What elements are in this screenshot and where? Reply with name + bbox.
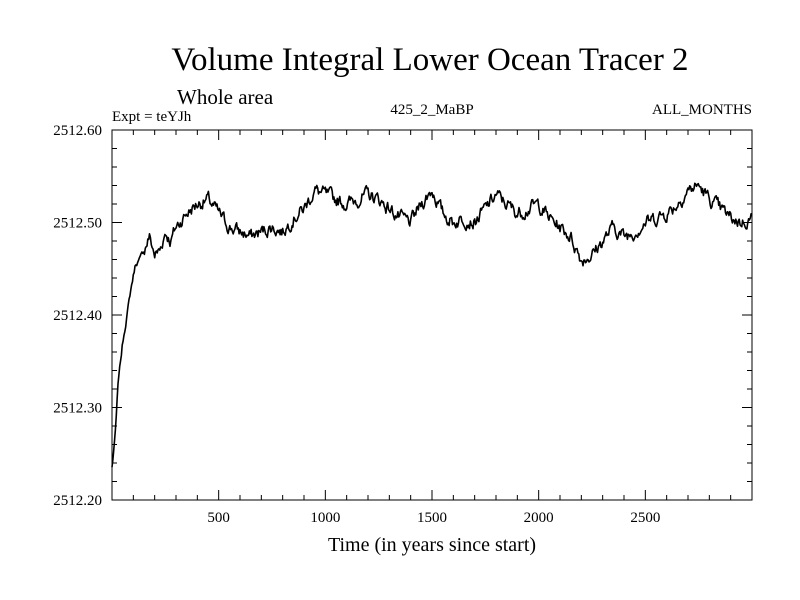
x-tick-label: 2000 (524, 510, 554, 526)
y-tick-labels: 2512.20 2512.30 2512.40 2512.50 2512.60 (53, 123, 102, 509)
x-tick-label: 500 (207, 510, 230, 526)
plot-frame (111, 129, 753, 501)
y-tick-label: 2512.20 (53, 493, 102, 509)
x-tick-label: 2500 (630, 510, 660, 526)
x-tick-label: 1500 (417, 510, 447, 526)
y-tick-label: 2512.40 (53, 308, 102, 324)
minor-ticks (112, 130, 752, 500)
chart-title: Volume Integral Lower Ocean Tracer 2 (171, 42, 688, 78)
x-tick-labels: 500 1000 1500 2000 2500 (207, 510, 660, 526)
run-label: 425_2_MaBP (390, 102, 473, 118)
y-tick-label: 2512.60 (53, 123, 102, 139)
y-tick-label: 2512.50 (53, 216, 102, 232)
experiment-label: Expt = teYJh (112, 109, 192, 125)
x-axis-label: Time (in years since start) (328, 534, 536, 556)
major-ticks (112, 129, 752, 501)
series-line (111, 182, 753, 468)
y-tick-label: 2512.30 (53, 401, 102, 417)
months-label: ALL_MONTHS (652, 102, 752, 118)
chart-subtitle: Whole area (177, 85, 274, 109)
x-tick-label: 1000 (310, 510, 340, 526)
